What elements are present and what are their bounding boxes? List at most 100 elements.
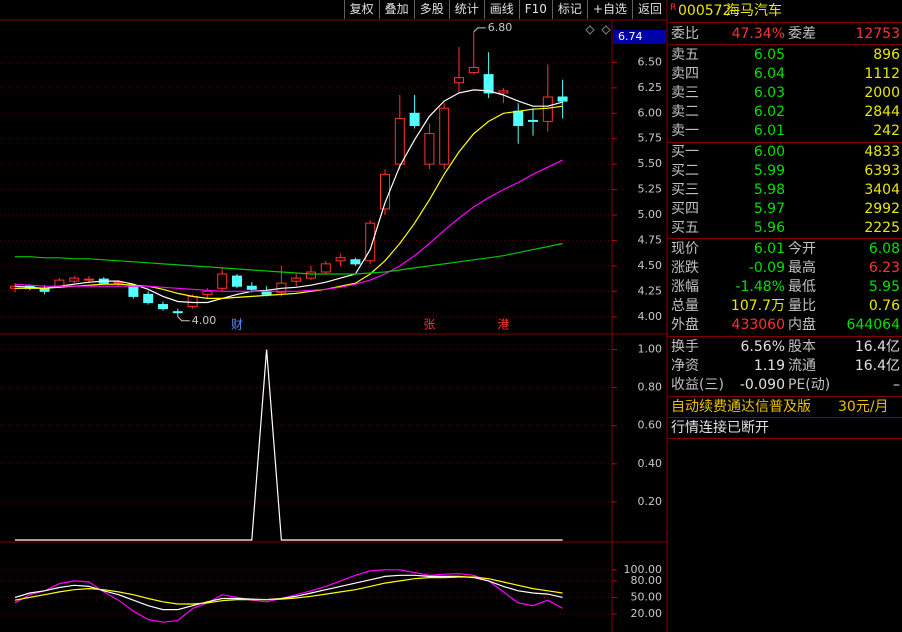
candle-body (172, 311, 183, 314)
toolbar-button[interactable]: F10 (518, 0, 552, 19)
stat-value: 6.23 (868, 260, 900, 276)
fundamental-value: 16.4亿 (854, 339, 900, 355)
candle-body (542, 96, 553, 122)
ask-price: 6.05 (753, 47, 785, 63)
stat-value: 5.95 (868, 279, 900, 295)
ask-price: 6.02 (753, 104, 785, 120)
candle-body (217, 273, 228, 289)
toolbar-button[interactable]: 复权 (343, 0, 379, 19)
toolbar-button[interactable]: 标记 (551, 0, 587, 19)
y-tick-label: 50.00 (631, 590, 663, 603)
stat-label: 涨幅 (671, 279, 699, 295)
candle-body (528, 119, 538, 122)
candle-body (187, 295, 198, 308)
ask-volume: 2844 (864, 104, 900, 120)
y-tick-label: 6.00 (638, 106, 663, 119)
stat-label: 最低 (788, 279, 816, 295)
toolbar-button[interactable]: 返回 (631, 0, 667, 19)
stat-value: -0.09 (748, 260, 785, 276)
top-value: 6.74 (618, 30, 643, 43)
panel-icons (585, 25, 611, 35)
candle-body (424, 133, 435, 165)
candle-body (246, 285, 257, 290)
candle-body (291, 277, 302, 282)
promo-text: 自动续费通达信普及版 (671, 399, 811, 415)
event-marker: 财 (231, 318, 243, 332)
separator (668, 22, 902, 23)
y-tick-label: 0.80 (638, 381, 663, 394)
fundamental-label: 流通 (788, 358, 816, 374)
top-value-box (613, 30, 666, 44)
y-tick-label: 4.50 (638, 259, 663, 272)
toolbar-button[interactable]: 统计 (448, 0, 484, 19)
ask-price: 6.03 (753, 85, 785, 101)
stock-name: 海马汽车 (726, 3, 782, 19)
ask-price: 6.04 (753, 66, 785, 82)
candle-body (335, 257, 346, 262)
quote-panel: R 000572 海马汽车 委比 47.34% 委差 12753 卖五 6.05 896 卖四 6.0… (668, 0, 902, 632)
ask-label: 卖四 (671, 66, 699, 82)
toolbar: 复权 叠加 多股 统计 画线 F10 标记 +自选 返回 (343, 0, 667, 19)
ratio-value: 47.34% (731, 26, 785, 42)
stat-value: 107.7万 (730, 298, 785, 314)
separator (668, 417, 902, 418)
candle-body (113, 281, 124, 284)
high-pointer (473, 27, 486, 33)
ask-volume: 2000 (864, 85, 900, 101)
fundamental-label: 股本 (788, 339, 816, 355)
y-tick-label: 100.00 (624, 563, 663, 576)
candle-body (128, 285, 139, 297)
marker: R (670, 3, 677, 13)
stock-code: 000572 (678, 3, 732, 19)
bid-price: 6.00 (753, 144, 785, 160)
bid-volume: 6393 (864, 163, 900, 179)
stat-label: 今开 (788, 241, 816, 257)
y-tick-label: 5.25 (638, 183, 663, 196)
y-tick-label: 4.00 (638, 310, 663, 323)
ratio-label: 委比 (671, 26, 699, 42)
stat-value: 0.76 (868, 298, 900, 314)
stat-label: 外盘 (671, 317, 699, 333)
bid-label: 买四 (671, 201, 699, 217)
toolbar-button[interactable]: 叠加 (378, 0, 414, 19)
toolbar-button[interactable]: 多股 (413, 0, 449, 19)
ratio-value: 12753 (855, 26, 900, 42)
series-line (15, 105, 563, 299)
series-line (15, 349, 563, 541)
ask-label: 卖二 (671, 104, 699, 120)
ask-price: 6.01 (753, 123, 785, 139)
candle-body (232, 275, 242, 287)
candle-body (143, 293, 154, 304)
bid-price: 5.99 (753, 163, 785, 179)
toolbar-button[interactable]: 画线 (483, 0, 519, 19)
bid-volume: 4833 (864, 144, 900, 160)
stat-label: 内盘 (788, 317, 816, 333)
separator (668, 142, 902, 143)
low-label: 4.00 (192, 314, 217, 327)
bid-volume: 2225 (864, 220, 900, 236)
low-pointer (177, 316, 190, 322)
series-line (14, 159, 563, 292)
toolbar-button[interactable]: +自选 (586, 0, 632, 19)
fundamental-label: 收益(三) (671, 377, 724, 393)
promo-price: 30元/月 (838, 399, 889, 415)
candle-body (306, 271, 316, 279)
separator (668, 44, 902, 45)
stat-value: 644064 (846, 317, 900, 333)
series-line (14, 576, 563, 605)
y-tick-label: 1.00 (638, 343, 663, 356)
bid-price: 5.98 (753, 182, 785, 198)
bid-volume: 2992 (864, 201, 900, 217)
fundamental-value: 16.4亿 (854, 358, 900, 374)
fundamental-label: 换手 (671, 339, 699, 355)
ask-label: 卖一 (671, 123, 699, 139)
y-tick-label: 4.75 (638, 233, 663, 246)
stat-value: 6.08 (868, 241, 900, 257)
separator (668, 396, 902, 397)
bid-label: 买五 (671, 220, 699, 236)
series-line (14, 569, 563, 623)
series-line (14, 89, 563, 304)
high-label: 6.80 (488, 21, 513, 34)
candle-body (468, 67, 479, 74)
